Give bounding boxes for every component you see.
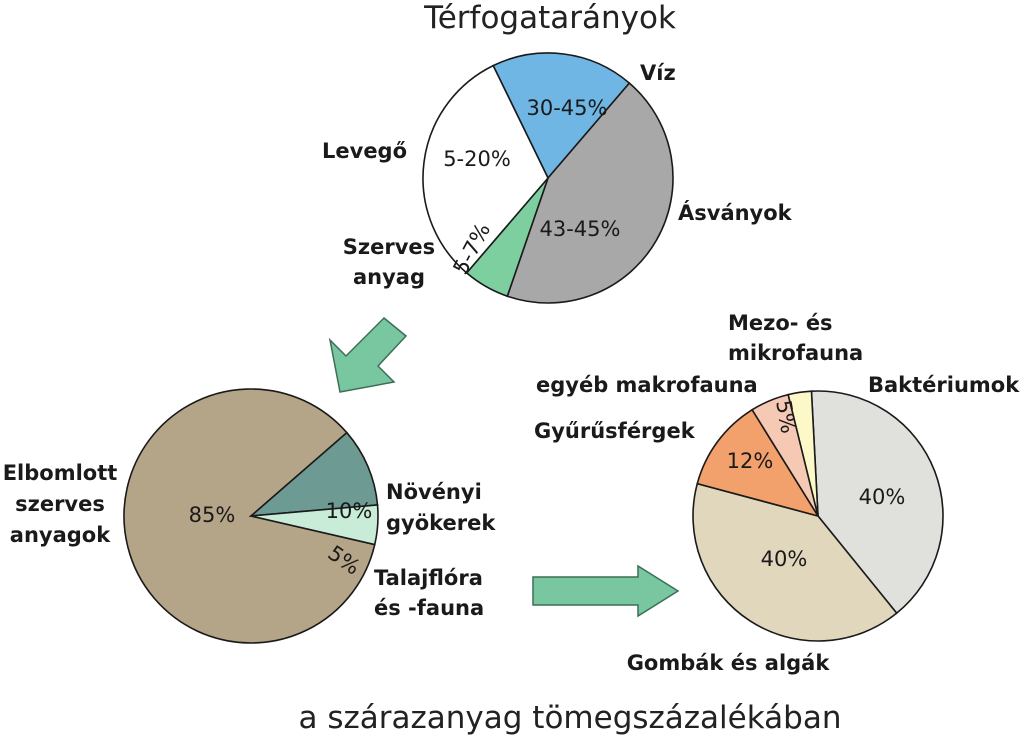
- organisms-pie-value-label-2: 40%: [761, 547, 808, 571]
- label-decomposed-line3: anyagok: [10, 523, 111, 547]
- drymatter-pie-slice-1: [123, 388, 376, 644]
- label-macrofauna: egyéb makrofauna: [536, 373, 758, 397]
- label-meso-line2: mikrofauna: [728, 341, 863, 365]
- label-organic-line1: Szerves: [343, 235, 435, 259]
- dry-matter-pie: 85% 10%5%: [123, 388, 379, 644]
- organisms-pie-slice-3: [696, 408, 820, 518]
- label-roots-line1: Növényi: [386, 480, 482, 504]
- label-meso-line1: Mezo- és: [728, 311, 833, 335]
- label-bacteria: Baktériumok: [868, 373, 1020, 397]
- organisms-pie-value-label-4: 5%: [771, 398, 800, 435]
- label-fungi: Gombák és algák: [627, 651, 831, 675]
- volume-pie-value-label-2: 43-45%: [540, 217, 621, 241]
- label-organic-line2: anyag: [353, 265, 425, 289]
- footer-caption: a szárazanyag tömegszázalékában: [299, 700, 842, 736]
- volume-pie-slice-4: [422, 64, 549, 275]
- drymatter-pie-slice-3: [250, 504, 379, 546]
- organisms-pie-value-label-1: 40%: [859, 485, 906, 509]
- drymatter-pie-value-label-2: 10%: [326, 499, 373, 523]
- label-decomposed-line2: szerves: [15, 492, 105, 516]
- organisms-pie-slice-2: [692, 482, 898, 642]
- organisms-pie-slice-1: [810, 390, 944, 615]
- label-minerals: Ásványok: [678, 200, 793, 225]
- arrow-right-icon: [532, 564, 680, 618]
- organisms-pie-value-label-3: 12%: [727, 449, 774, 473]
- drymatter-pie-value-label-1: 85%: [189, 503, 236, 527]
- arrow-down-left-icon: [328, 316, 408, 393]
- label-roots-line2: gyökerek: [386, 511, 496, 535]
- organisms-pie-slice-5: [787, 390, 819, 517]
- volume-ratio-pie: 30-45%43-45%5-7%5-20%: [422, 52, 674, 304]
- volume-pie-slice-2: [506, 81, 674, 304]
- label-water: Víz: [640, 61, 676, 85]
- volume-pie-slice-1: [492, 52, 631, 180]
- label-flora-line2: és -fauna: [374, 596, 484, 620]
- label-earthworms: Gyűrűsférgek: [534, 419, 696, 443]
- label-air: Levegő: [322, 139, 407, 163]
- volume-pie-value-label-1: 30-45%: [527, 96, 608, 120]
- label-flora-line1: Talajflóra: [374, 566, 483, 590]
- label-decomposed-line1: Elbomlott: [3, 461, 118, 485]
- drymatter-pie-slice-2: [248, 431, 379, 518]
- chart-title: Térfogatarányok: [423, 0, 676, 36]
- soil-organisms-pie: 40% 40% 12% 5%: [692, 390, 944, 642]
- volume-pie-value-label-4: 5-20%: [443, 147, 511, 171]
